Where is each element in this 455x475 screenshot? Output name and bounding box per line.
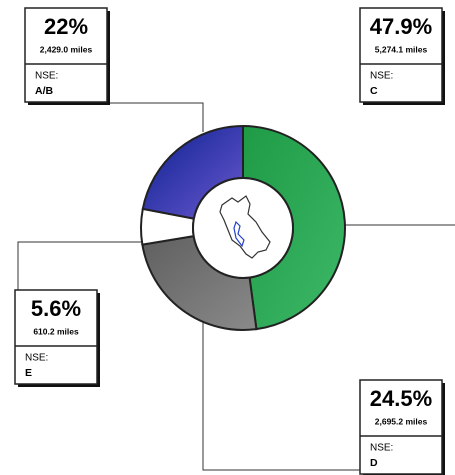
map-highlight bbox=[233, 220, 245, 248]
label-box: 5.6% 610.2 miles NSE: E bbox=[14, 289, 100, 387]
miles-label: 2,695.2 miles bbox=[375, 416, 428, 426]
connector bbox=[105, 102, 204, 132]
nse-label: NSE: bbox=[370, 443, 393, 454]
label-box: 22% 2,429.0 miles NSE: A/B bbox=[24, 7, 110, 105]
class-label: D bbox=[370, 457, 378, 469]
connector bbox=[17, 241, 142, 292]
connectors bbox=[17, 102, 455, 471]
percent-label: 5.6% bbox=[31, 296, 81, 321]
box bbox=[359, 379, 443, 475]
class-label: C bbox=[370, 85, 378, 97]
connector bbox=[202, 318, 360, 471]
miles-label: 5,274.1 miles bbox=[375, 44, 428, 54]
class-label: A/B bbox=[35, 85, 54, 97]
percent-label: 24.5% bbox=[370, 386, 432, 411]
box bbox=[24, 7, 108, 103]
nse-label: NSE: bbox=[35, 71, 58, 82]
map-outline bbox=[219, 195, 271, 259]
miles-label: 2,429.0 miles bbox=[40, 44, 93, 54]
label-box: 24.5% 2,695.2 miles NSE: D bbox=[359, 379, 445, 475]
map-icon bbox=[219, 195, 271, 259]
miles-label: 610.2 miles bbox=[33, 326, 79, 336]
box bbox=[14, 289, 98, 385]
percent-label: 22% bbox=[44, 14, 88, 39]
nse-label: NSE: bbox=[25, 353, 48, 364]
percent-label: 47.9% bbox=[370, 14, 432, 39]
class-label: E bbox=[25, 367, 32, 379]
label-box: 47.9% 5,274.1 miles NSE: C bbox=[359, 7, 445, 105]
box bbox=[359, 7, 443, 103]
inner-circle bbox=[192, 177, 294, 279]
nse-label: NSE: bbox=[370, 71, 393, 82]
